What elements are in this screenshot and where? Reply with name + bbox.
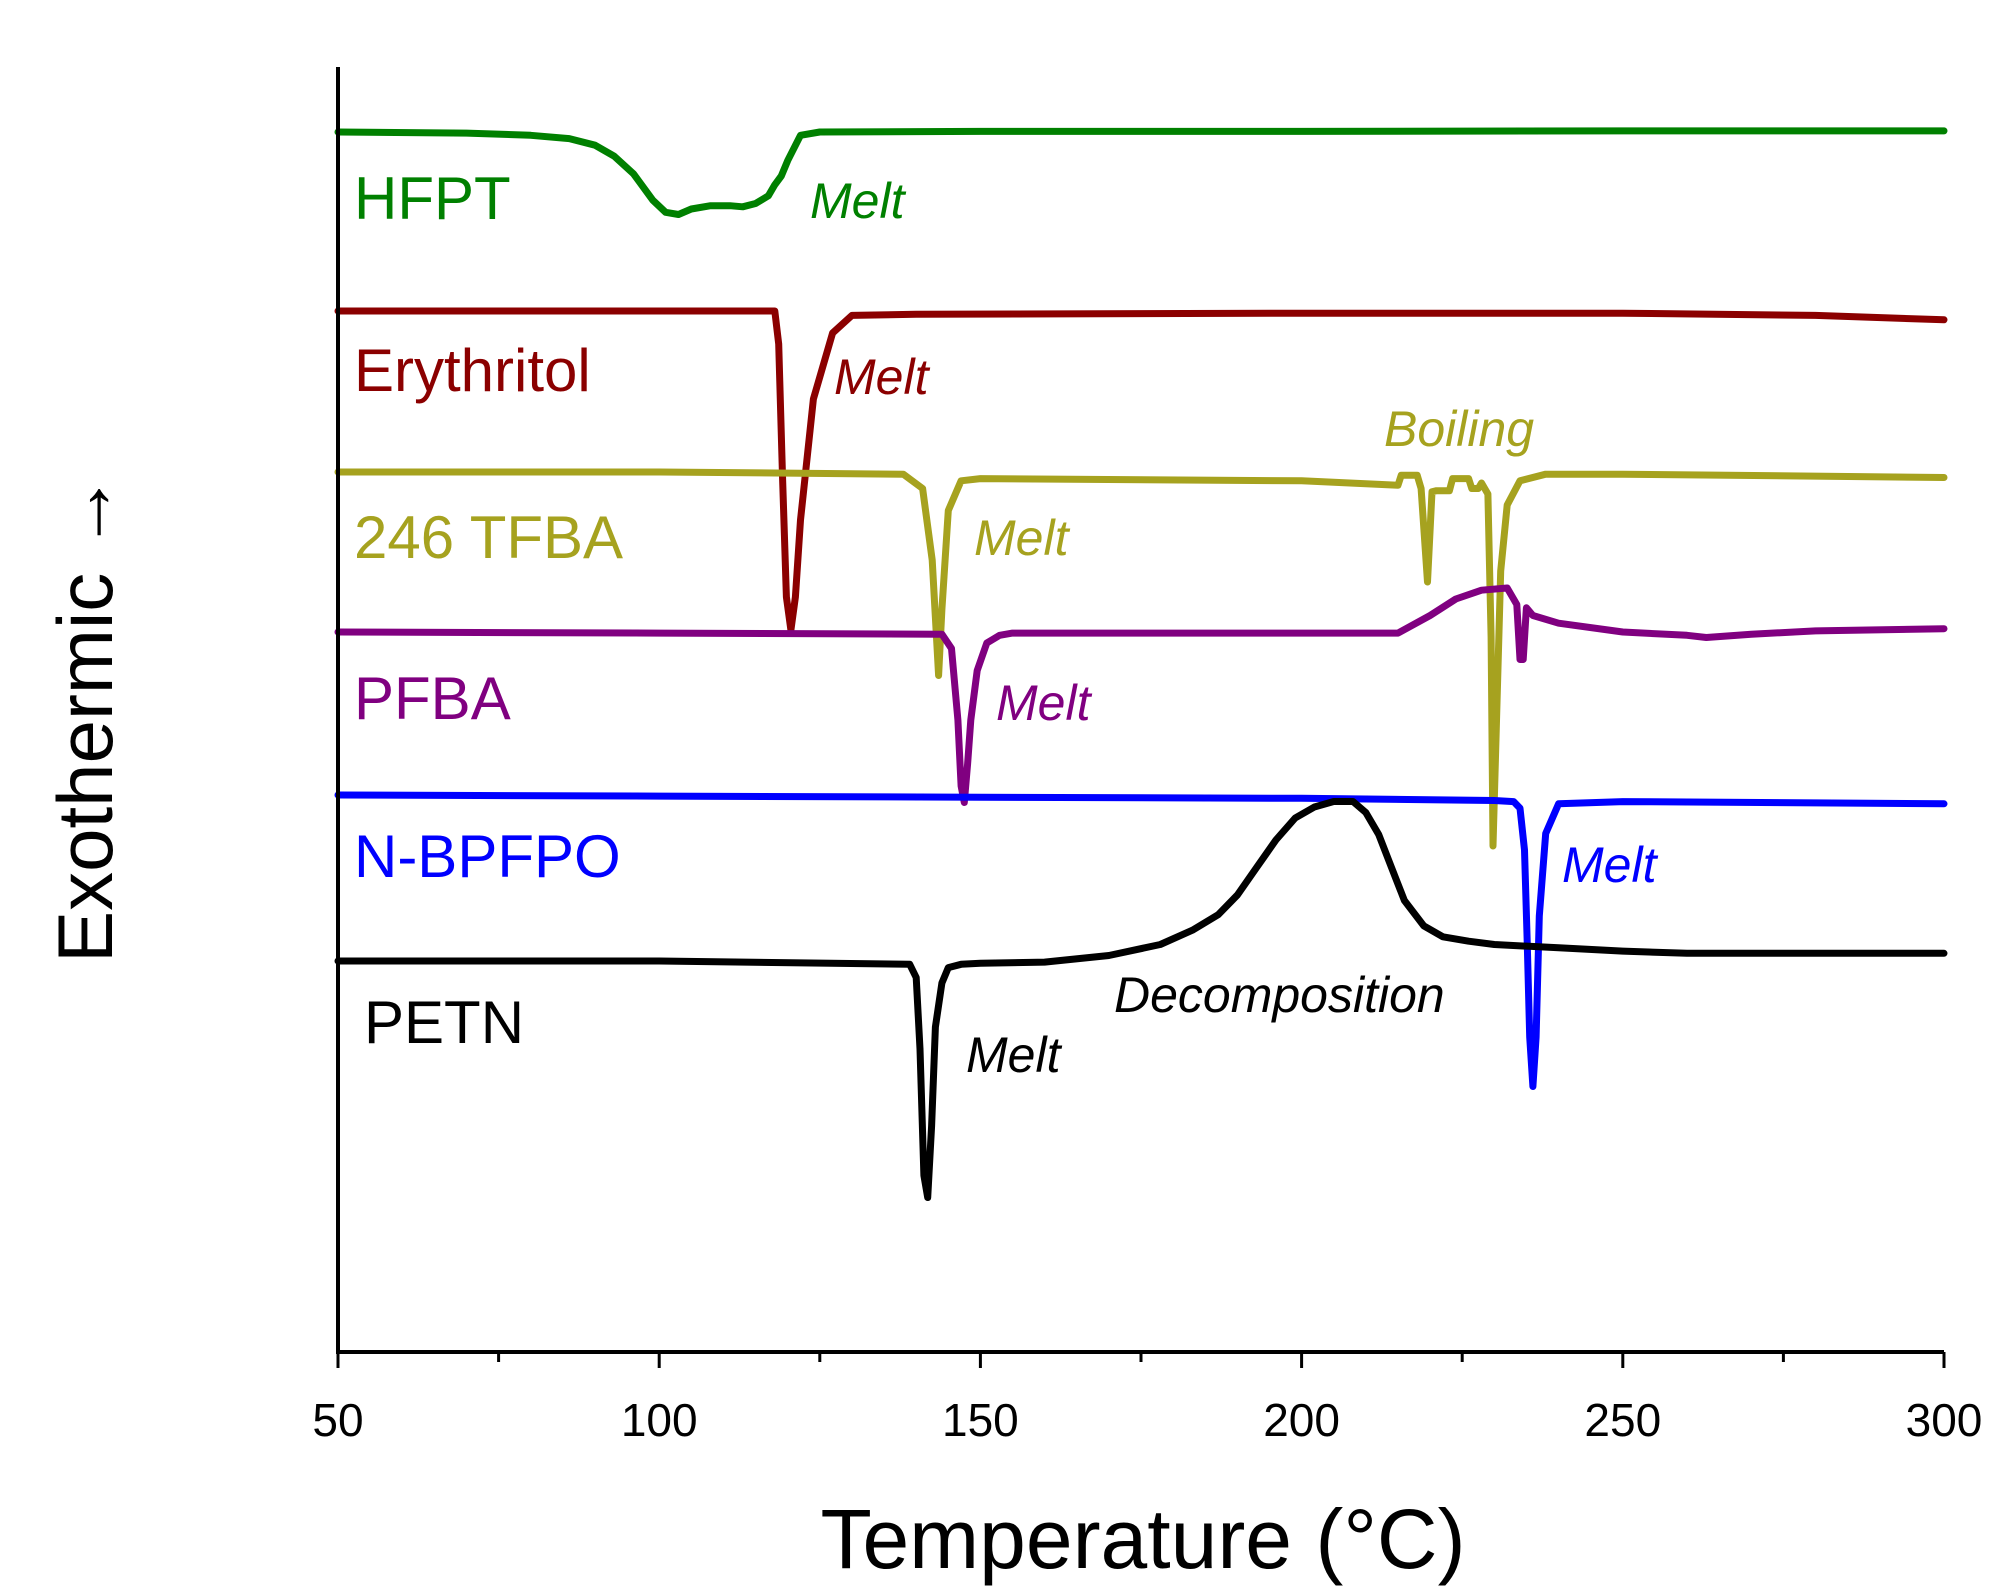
series-line-erythritol [334, 307, 1948, 634]
series-label-246-tfba: 246 TFBA [354, 504, 623, 571]
series-labels: HFPT Erythritol 246 TFBA PFBA N-BPFPO PE… [354, 165, 623, 1056]
x-tick-label-200: 200 [1263, 1394, 1340, 1446]
series-line-n-bpfpo [334, 791, 1948, 1090]
y-axis-title: Exothermic → [41, 473, 129, 963]
annotation-n-bpfpo-melt: Melt [1562, 837, 1659, 893]
x-tick-label-100: 100 [621, 1394, 698, 1446]
series-label-n-bpfpo: N-BPFPO [354, 823, 621, 890]
x-tick-label-150: 150 [942, 1394, 1019, 1446]
series-line-246-tfba [334, 468, 1948, 850]
annotation-petn-decomposition: Decomposition [1114, 967, 1445, 1023]
series-layer [334, 127, 1948, 1201]
series-line-pfba [334, 584, 1948, 806]
annotation-246-tfba-melt: Melt [974, 510, 1071, 566]
series-label-erythritol: Erythritol [354, 337, 591, 404]
x-tick-label-300: 300 [1906, 1394, 1983, 1446]
annotations: Melt Melt Boiling Melt Melt Melt Decompo… [810, 173, 1659, 1083]
series-label-petn: PETN [364, 989, 524, 1056]
annotation-hfpt-melt: Melt [810, 173, 907, 229]
annotation-246-tfba-boiling: Boiling [1384, 401, 1534, 457]
x-tick-label-50: 50 [312, 1394, 363, 1446]
x-ticks [336, 1352, 1946, 1368]
annotation-pfba-melt: Melt [996, 675, 1093, 731]
axes: 50 100 150 200 250 300 [312, 67, 1982, 1446]
x-axis-title: Temperature (°C) [820, 1492, 1465, 1586]
series-line-hfpt [334, 127, 1948, 218]
series-line-petn [334, 798, 1948, 1201]
annotation-erythritol-melt: Melt [834, 349, 931, 405]
x-tick-label-250: 250 [1584, 1394, 1661, 1446]
annotation-petn-melt: Melt [966, 1027, 1063, 1083]
x-tick-labels: 50 100 150 200 250 300 [312, 1394, 1982, 1446]
series-label-hfpt: HFPT [354, 165, 511, 232]
series-label-pfba: PFBA [354, 665, 511, 732]
